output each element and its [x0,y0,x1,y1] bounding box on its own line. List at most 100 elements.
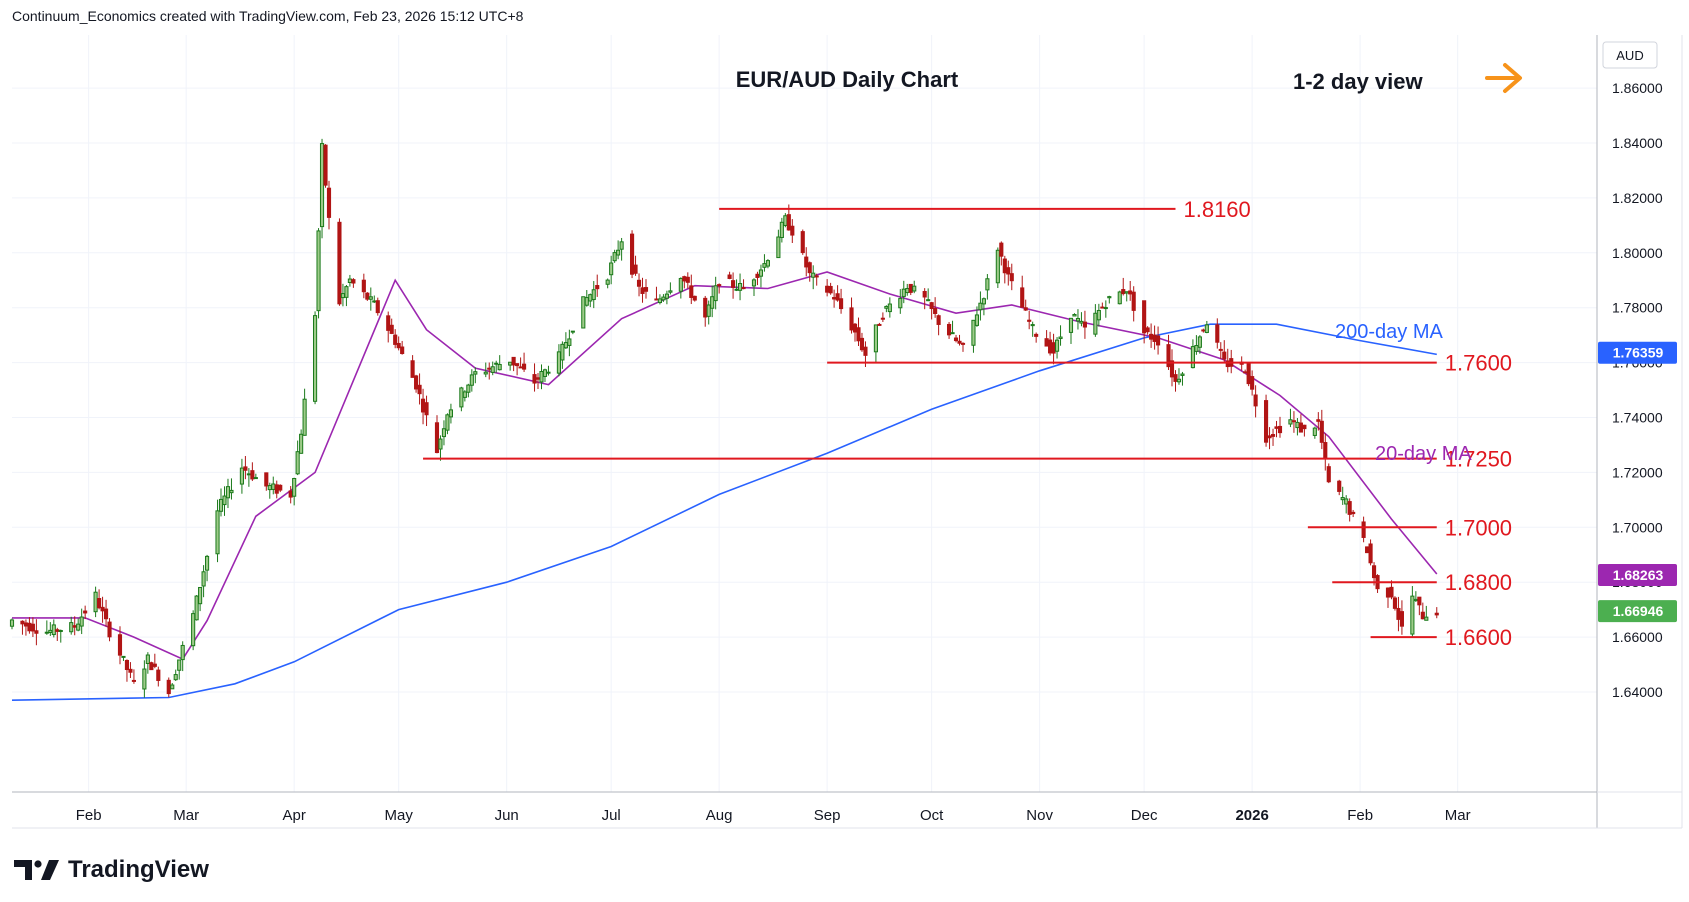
x-tick-label: Feb [1347,807,1373,824]
candle [936,314,941,336]
candle [218,488,224,517]
candle [149,661,154,671]
candle [887,297,892,318]
tradingview-logo-icon [14,860,59,880]
candle [971,319,976,353]
candle [957,334,962,346]
candle [51,619,56,638]
ma200-label: 200-day MA [1335,321,1443,343]
candle [97,589,102,610]
candle [609,255,614,285]
tradingview-logo[interactable]: TradingView [14,856,209,884]
candle [713,276,718,310]
candle [424,395,429,427]
candle [316,228,321,319]
candle [1048,331,1053,356]
candle [1424,605,1429,621]
candle [288,486,293,504]
candle [1295,418,1300,436]
candle [832,289,837,308]
candle [629,230,635,279]
candle [1399,600,1404,635]
candle [215,499,220,563]
candle [570,330,575,335]
candle [926,288,931,302]
candle [1243,369,1248,374]
candle [1337,479,1342,496]
candle [274,480,279,499]
x-tick-label: Nov [1026,807,1053,824]
candle [1365,546,1370,554]
candle [1100,302,1105,309]
candle [1410,586,1415,637]
candle [1173,370,1178,392]
candle [762,254,767,272]
x-tick-label: Sep [814,807,841,824]
candle [117,626,123,665]
price-badge-label: 1.66946 [1613,603,1664,619]
candle [250,462,255,482]
candle [323,144,328,188]
candle [933,297,938,318]
candle [633,255,638,276]
candle [173,669,178,682]
candle [1054,337,1060,359]
candle [194,595,199,621]
candle [198,586,203,612]
candle [1368,539,1373,566]
candle [657,294,663,305]
candle [271,476,276,495]
candle [779,217,784,243]
candle [264,472,269,491]
candle [48,622,53,636]
candle [469,369,474,392]
candle [1326,463,1331,484]
candle [1166,334,1171,370]
candle [299,429,304,454]
candle [595,274,600,297]
chart-credit: Continuum_Economics created with Trading… [12,8,524,24]
candle [563,332,568,349]
candle [981,297,986,316]
candle [1302,424,1307,437]
candle [420,388,426,425]
candle [605,278,610,289]
candle [731,272,736,299]
level-label: 1.7000 [1445,515,1512,540]
candle [1420,602,1425,620]
candle [643,279,649,299]
candle [692,295,697,302]
candle [828,282,833,295]
candle [58,629,63,643]
candle [152,653,157,669]
candle [170,682,175,690]
price-badge-ma20: 1.68263 [1598,563,1677,586]
candle [490,361,495,376]
candle [1023,299,1028,311]
price-badge-label: 1.68263 [1613,567,1664,583]
x-tick-label: Mar [1445,807,1471,824]
y-tick-label: 1.74000 [1612,410,1663,426]
candle [612,249,617,263]
candle [685,272,690,289]
candle [849,297,854,334]
candle [978,291,983,321]
candle [839,288,844,314]
candle [448,403,453,424]
candle [69,616,74,635]
candle [337,218,342,306]
candle [177,659,182,680]
candle [783,213,788,228]
y-tick-label: 1.84000 [1612,135,1663,151]
candle [205,554,210,582]
candle [912,280,917,294]
candle [703,295,708,327]
candle [1082,310,1087,339]
candle [717,283,722,294]
candle [375,297,380,316]
candle [121,655,126,661]
x-tick-label: Feb [76,807,102,824]
candle [100,596,105,623]
candle [79,608,84,635]
